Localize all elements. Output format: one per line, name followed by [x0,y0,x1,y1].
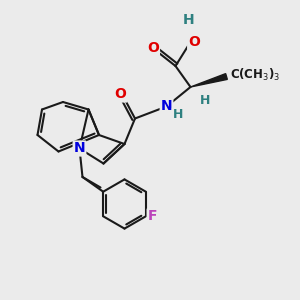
Text: N: N [161,100,172,113]
Text: O: O [115,88,127,101]
Text: H: H [183,13,195,26]
Text: F: F [148,209,157,223]
Text: O: O [188,35,200,49]
Text: C(CH$_3$)$_3$: C(CH$_3$)$_3$ [230,67,280,83]
Text: H: H [200,94,211,107]
Text: N: N [74,142,85,155]
Polygon shape [190,74,227,87]
Text: O: O [147,41,159,55]
Text: H: H [173,108,183,122]
